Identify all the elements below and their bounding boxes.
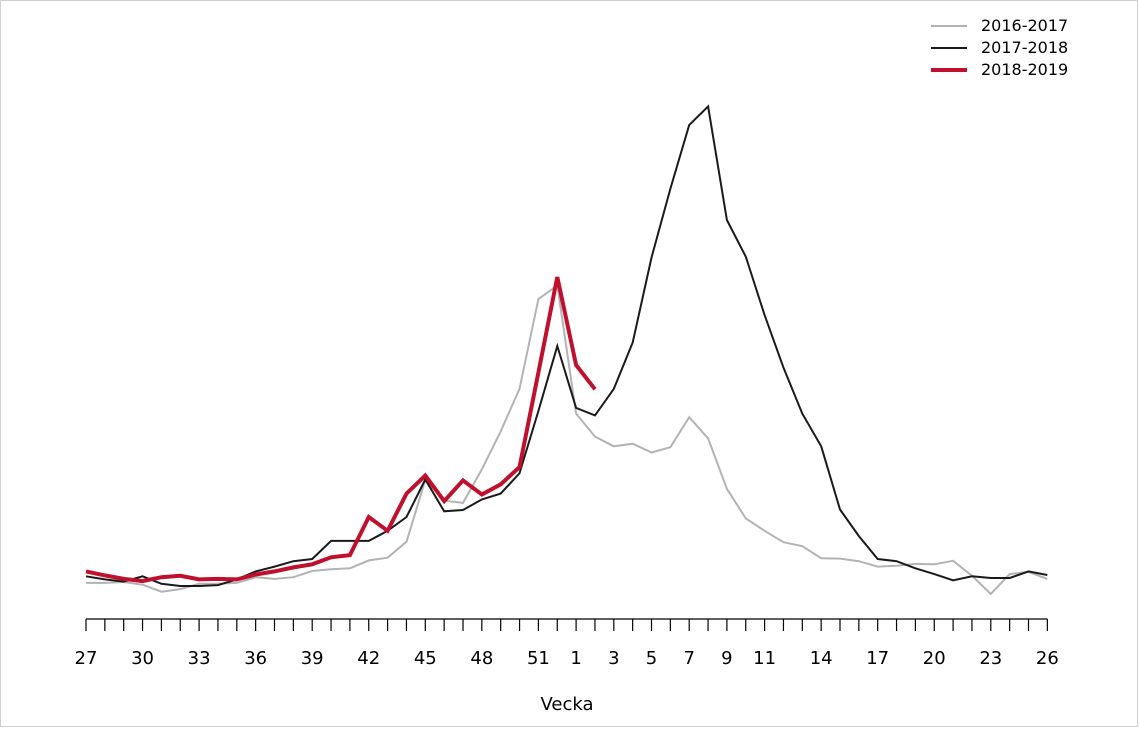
legend-label-2016-2017: 2016-2017 [981, 16, 1068, 35]
x-tick-label: 36 [244, 648, 267, 669]
series-line-2016-2017 [86, 283, 1048, 596]
x-tick-label: 26 [1036, 648, 1059, 669]
x-tick-label: 23 [979, 648, 1002, 669]
x-axis-title: Vecka [540, 694, 593, 715]
x-axis: 27 30 33 36 39 42 45 48 51 1 3 5 7 9 11 14 17 20 23 26 [75, 618, 1059, 669]
x-tick-label: 45 [414, 648, 437, 669]
x-tick-label: 20 [923, 648, 946, 669]
x-tick-label: 17 [866, 648, 889, 669]
x-tick-label: 30 [131, 648, 154, 669]
x-tick-label: 9 [721, 648, 732, 669]
x-tick-label: 39 [301, 648, 324, 669]
legend-label-2018-2019: 2018-2019 [981, 60, 1068, 79]
series-lines [85, 104, 1048, 596]
x-tick-label: 1 [570, 648, 581, 669]
series-line-2018-2019 [85, 276, 597, 584]
x-tick-label: 51 [527, 648, 550, 669]
x-tick-label: 3 [608, 648, 619, 669]
x-tick-label: 14 [810, 648, 833, 669]
x-tick-label: 27 [75, 648, 98, 669]
x-tick-label: 5 [646, 648, 657, 669]
x-tick-label: 48 [470, 648, 493, 669]
x-tick-label: 11 [753, 648, 776, 669]
x-tick-label: 42 [357, 648, 380, 669]
legend: 2016-2017 2017-2018 2018-2019 [931, 16, 1068, 79]
x-tick-label: 33 [188, 648, 211, 669]
x-tick-label: 7 [683, 648, 694, 669]
legend-label-2017-2018: 2017-2018 [981, 38, 1068, 57]
